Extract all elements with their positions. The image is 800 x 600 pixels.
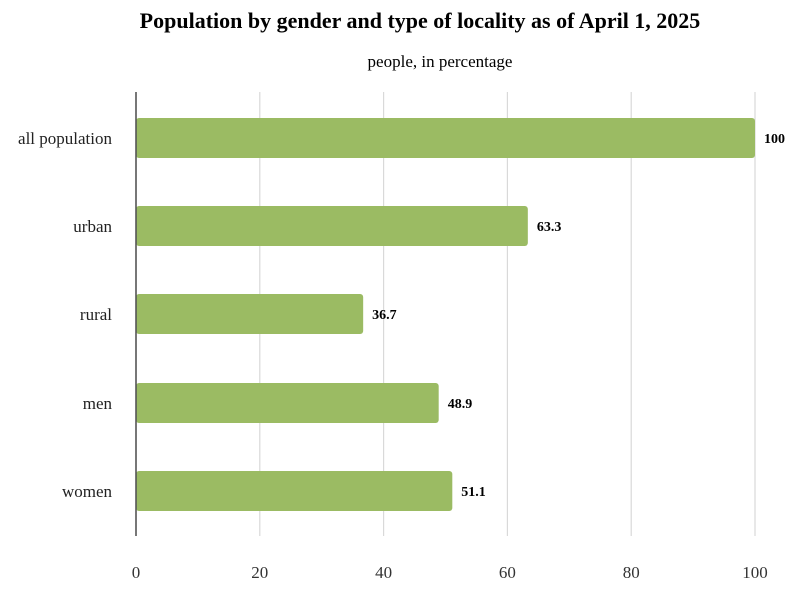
data-label-rural: 36.7 [372, 308, 397, 323]
bar-men [136, 383, 439, 423]
x-tick-label-100: 100 [742, 563, 768, 582]
bar-urban [136, 206, 528, 246]
chart-subtitle: people, in percentage [367, 52, 513, 71]
category-label-urban: urban [73, 217, 112, 236]
x-tick-label-80: 80 [623, 563, 640, 582]
bar-rural [136, 294, 364, 334]
category-label-women: women [62, 482, 113, 501]
data-label-all-population: 100 [764, 132, 785, 147]
data-label-men: 48.9 [448, 397, 473, 412]
bar-all-population [136, 118, 755, 158]
bar-women [136, 471, 453, 511]
x-tick-label-20: 20 [251, 563, 268, 582]
data-label-women: 51.1 [461, 485, 486, 500]
x-tick-label-60: 60 [499, 563, 516, 582]
data-label-urban: 63.3 [537, 220, 562, 235]
x-tick-label-0: 0 [132, 563, 141, 582]
category-label-rural: rural [80, 305, 112, 324]
category-label-all-population: all population [18, 129, 112, 148]
category-label-men: men [83, 394, 113, 413]
x-tick-label-40: 40 [375, 563, 392, 582]
chart-title: Population by gender and type of localit… [139, 8, 701, 33]
